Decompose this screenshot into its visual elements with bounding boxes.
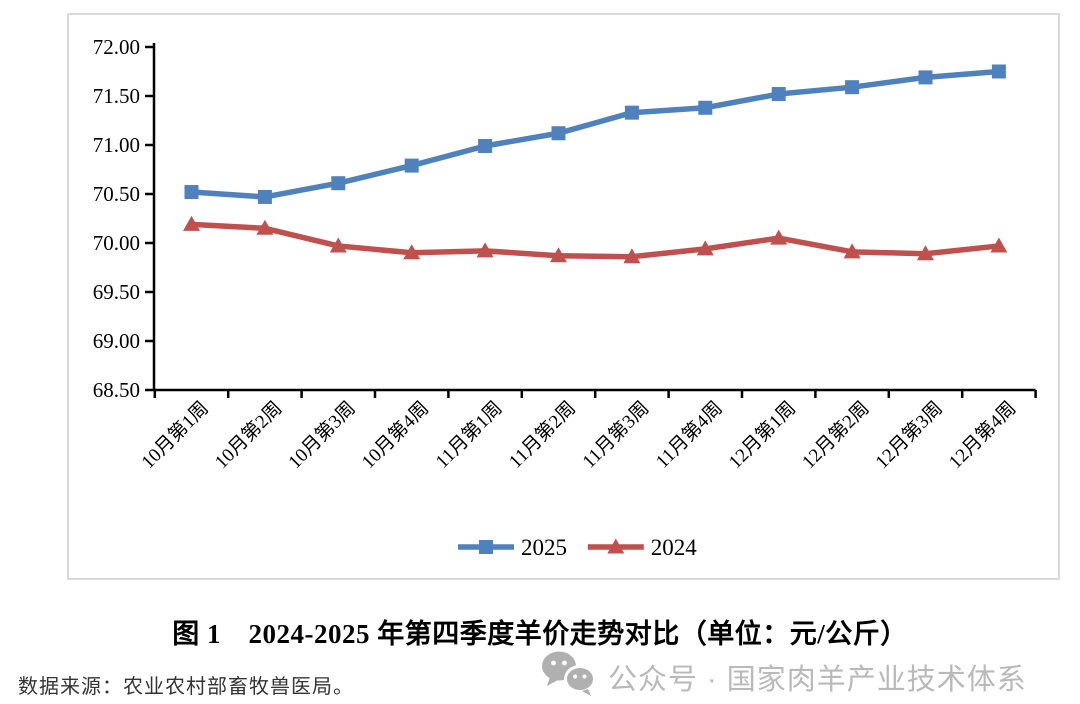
data-point-marker-2024 <box>550 247 567 263</box>
figure-caption: 图 1 2024-2025 年第四季度羊价走势对比（单位：元/公斤） <box>172 619 908 649</box>
data-point-marker-2024 <box>843 243 861 259</box>
watermark: 公众号 · 国家肉羊产业技术体系 <box>540 650 1027 703</box>
data-point-marker-2025 <box>551 126 566 141</box>
x-axis-label: 11月第3周 <box>578 397 654 473</box>
data-point-marker-2024 <box>917 245 934 261</box>
y-axis-tick-label: 69.50 <box>93 280 140 304</box>
watermark-text: 公众号 · 国家肉羊产业技术体系 <box>608 663 1027 696</box>
data-point-marker-2025 <box>845 80 860 95</box>
legend-label-2024: 2024 <box>651 535 698 560</box>
data-point-marker-2025 <box>771 87 786 102</box>
series-line-2025 <box>191 68 1000 200</box>
data-point-marker-2025 <box>698 100 713 115</box>
data-point-marker-2024 <box>329 237 347 253</box>
line-chart: 68.50 69.00 69.50 70.00 70.50 71.00 71.50 72.00… <box>93 35 1037 560</box>
data-point-marker-2024 <box>990 237 1008 253</box>
x-axis-label: 12月第3周 <box>871 397 947 473</box>
data-point-marker-2025 <box>478 138 493 153</box>
x-axis-label: 11月第4周 <box>651 397 727 473</box>
data-point-marker-2024 <box>696 240 714 256</box>
data-point-marker-2025 <box>918 70 933 85</box>
data-point-marker-2025 <box>184 185 199 200</box>
x-axis-label: 12月第2周 <box>798 397 874 473</box>
data-point-marker-2025 <box>624 105 639 120</box>
data-point-marker-2025 <box>404 158 419 173</box>
chart-panel: 68.50 69.00 69.50 70.00 70.50 71.00 71.50 72.00… <box>67 13 1060 580</box>
series-line-2024 <box>191 221 1000 260</box>
wechat-icon <box>540 650 598 703</box>
y-axis-tick-label: 69.00 <box>93 329 140 353</box>
data-point-marker-2025 <box>257 189 272 204</box>
x-axis-label: 10月第2周 <box>210 397 286 473</box>
x-axis-label: 12月第4周 <box>944 397 1020 473</box>
data-point-marker-2024 <box>770 229 788 245</box>
x-axis-label: 10月第1周 <box>137 397 213 473</box>
y-axis-tick-label: 68.50 <box>93 378 140 402</box>
data-point-marker-2024 <box>476 242 494 258</box>
data-point-marker-2025 <box>991 64 1006 79</box>
x-axis-label: 12月第1周 <box>724 397 800 473</box>
x-axis-label: 10月第3周 <box>284 397 360 473</box>
data-source-text: 数据来源：农业农村部畜牧兽医局。 <box>18 676 354 698</box>
y-axis-tick-label: 72.00 <box>93 35 140 59</box>
x-axis-label: 10月第4周 <box>357 397 433 473</box>
y-axis-tick-label: 71.50 <box>93 84 140 108</box>
legend-label-2025: 2025 <box>521 535 567 560</box>
data-point-marker-2024 <box>183 215 200 231</box>
legend-marker-2024 <box>607 538 625 554</box>
x-axis-label: 11月第2周 <box>505 397 581 473</box>
legend-marker-2025 <box>479 540 493 554</box>
y-axis-tick-label: 70.00 <box>93 231 140 255</box>
x-axis-label: 11月第1周 <box>431 397 507 473</box>
y-axis-tick-label: 70.50 <box>93 182 140 206</box>
y-axis-tick-label: 71.00 <box>93 133 140 157</box>
data-point-marker-2024 <box>403 244 421 260</box>
data-point-marker-2025 <box>331 176 346 191</box>
data-point-marker-2024 <box>256 219 274 235</box>
data-point-marker-2024 <box>623 248 641 264</box>
